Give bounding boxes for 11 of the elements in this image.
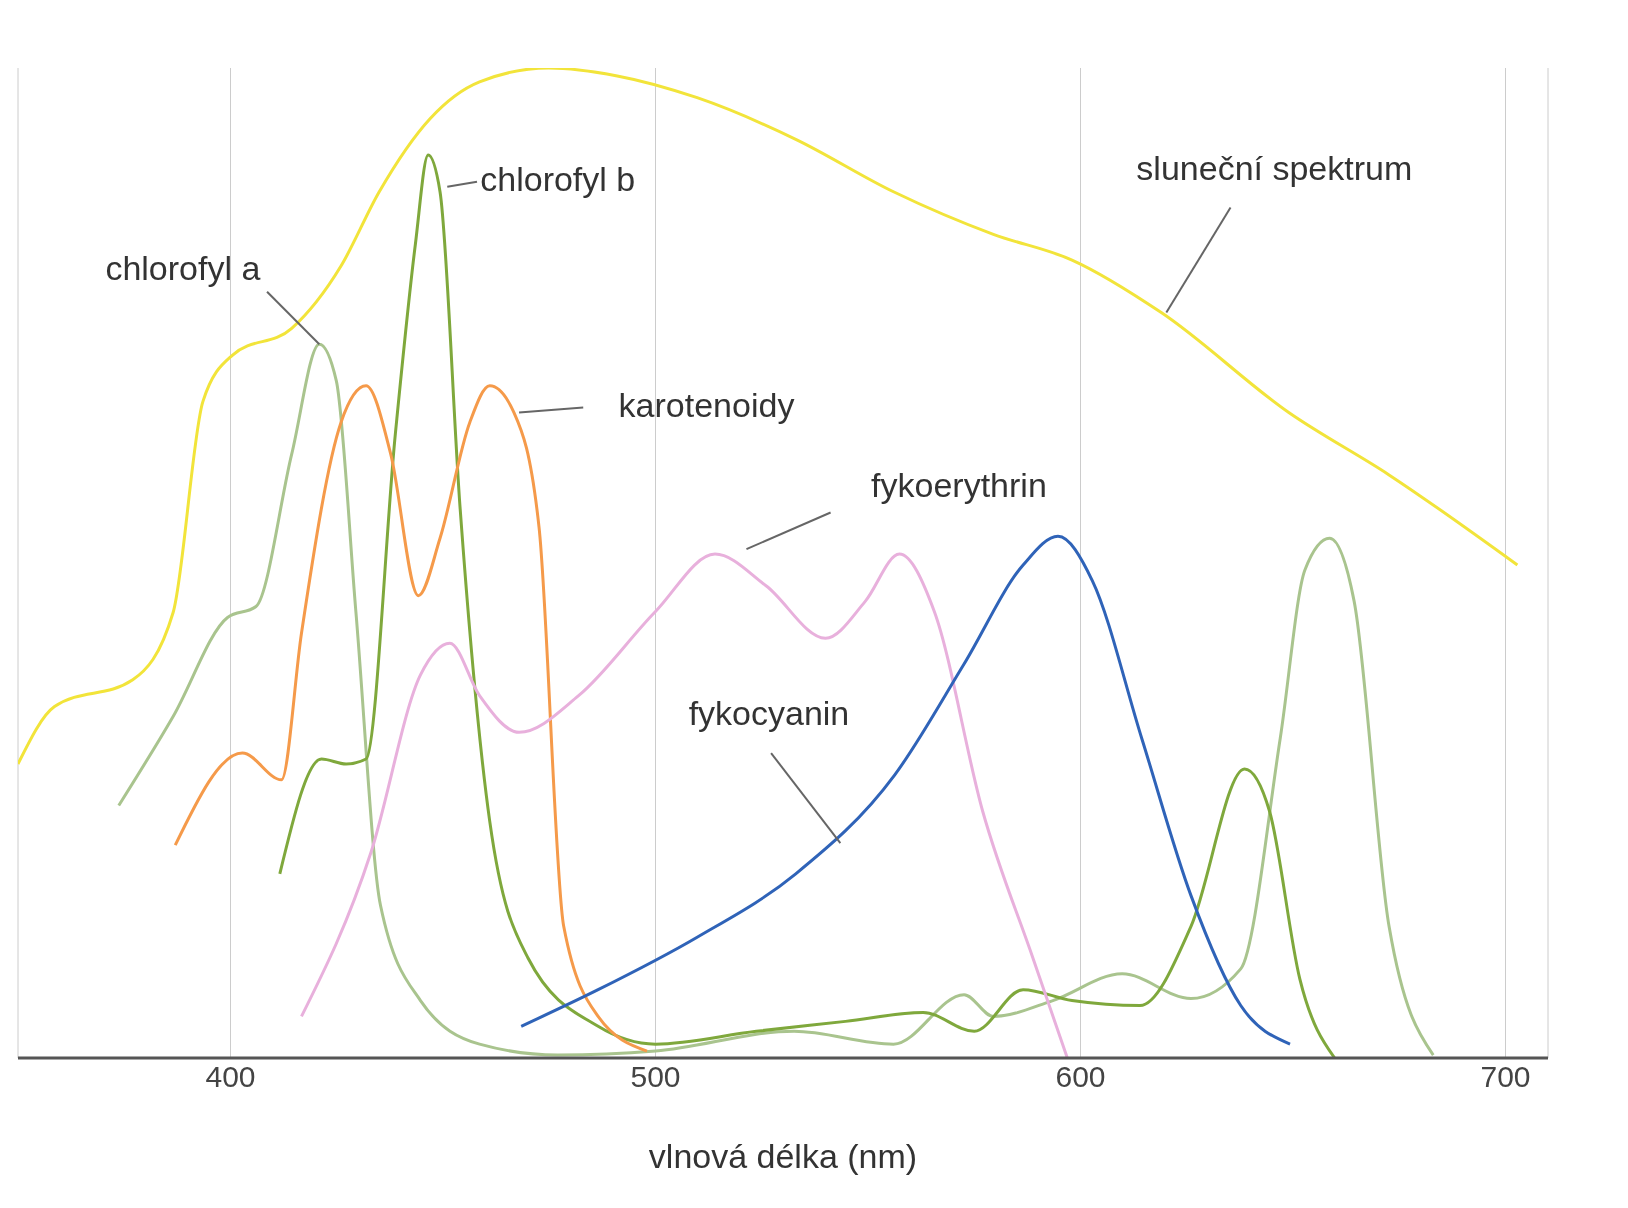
text: chlorofyl a <box>105 248 261 287</box>
series-label: fykocyanin <box>688 694 850 733</box>
text: sluneční spektrum <box>1136 148 1413 187</box>
text: karotenoidy <box>618 385 795 424</box>
x-tick-label: 600 <box>1055 1060 1106 1094</box>
series-label: fykoerythrin <box>871 465 1047 504</box>
x-axis-title: vlnová délka (nm) <box>648 1137 918 1175</box>
x-tick-label: 400 <box>205 1060 256 1094</box>
series-label: chlorofyl b <box>480 159 636 198</box>
x-tick-label: 500 <box>630 1060 681 1094</box>
x-tick-label: 700 <box>1480 1060 1531 1094</box>
